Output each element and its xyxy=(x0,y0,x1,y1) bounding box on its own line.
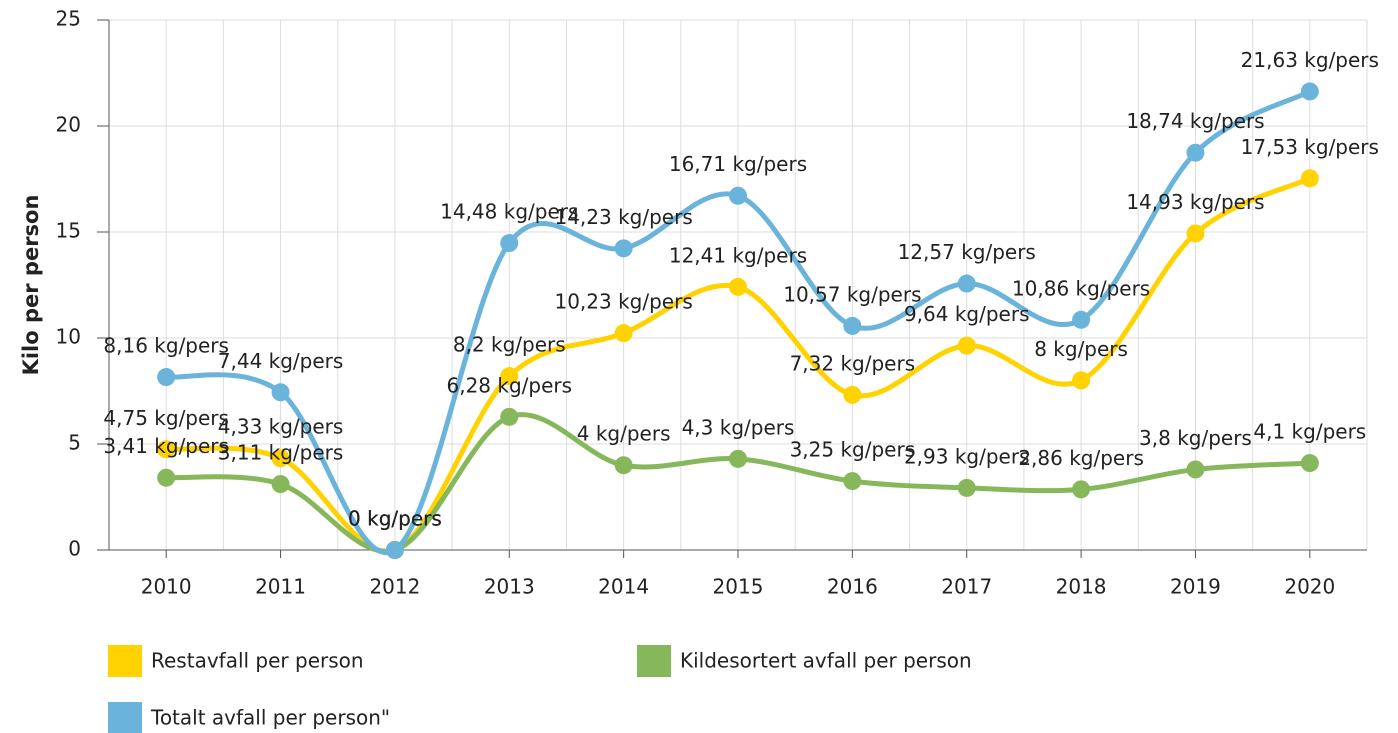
data-point xyxy=(1186,460,1205,479)
data-label: 6,28 kg/pers xyxy=(446,373,572,397)
data-point xyxy=(957,274,976,293)
data-point xyxy=(843,385,862,404)
series-line xyxy=(165,89,1311,556)
y-tick-label: 25 xyxy=(56,7,81,31)
data-point xyxy=(957,478,976,497)
x-tick-label: 2014 xyxy=(598,575,649,599)
data-point xyxy=(500,407,519,426)
data-label: 21,63 kg/pers xyxy=(1241,48,1379,72)
x-tick-label: 2019 xyxy=(1170,575,1221,599)
data-point xyxy=(1300,169,1319,188)
data-point xyxy=(729,277,747,296)
data-label: 16,71 kg/pers xyxy=(669,152,807,176)
data-point xyxy=(157,368,176,387)
x-tick-label: 2018 xyxy=(1056,575,1107,599)
x-tick-label: 2016 xyxy=(827,575,878,599)
x-tick-label: 2017 xyxy=(941,575,992,599)
data-point xyxy=(157,440,176,459)
data-point xyxy=(157,468,176,487)
legend-label: Totalt avfall per person" xyxy=(150,706,390,730)
points xyxy=(157,82,1319,559)
data-point xyxy=(729,186,747,205)
grid xyxy=(108,19,1368,551)
x-tick-label: 2013 xyxy=(484,575,535,599)
data-label: 4 kg/pers xyxy=(577,422,671,446)
data-point xyxy=(729,449,747,468)
data-label: 10,86 kg/pers xyxy=(1012,276,1150,300)
data-label: 3,8 kg/pers xyxy=(1139,426,1252,450)
data-label: 2,86 kg/pers xyxy=(1018,446,1144,470)
x-tick-label: 2011 xyxy=(255,575,306,599)
data-label: 10,23 kg/pers xyxy=(554,290,692,314)
data-label: 0 kg/pers xyxy=(348,507,442,531)
legend-label: Restavfall per person xyxy=(151,649,364,673)
data-point xyxy=(271,383,290,402)
data-point xyxy=(614,456,633,475)
data-label: 8,2 kg/pers xyxy=(453,333,566,357)
data-label: 8,16 kg/pers xyxy=(103,334,229,358)
data-label: 3,11 kg/pers xyxy=(218,441,344,465)
x-tick-label: 2012 xyxy=(369,575,420,599)
data-point xyxy=(1186,224,1205,243)
y-tick-label: 5 xyxy=(68,431,81,455)
data-point xyxy=(385,541,404,559)
data-label: 14,48 kg/pers xyxy=(440,200,578,224)
data-label: 3,41 kg/pers xyxy=(103,434,229,458)
legend-swatch xyxy=(108,702,142,733)
data-label: 3,25 kg/pers xyxy=(790,438,916,462)
y-tick-label: 20 xyxy=(56,113,81,137)
data-point xyxy=(614,239,633,258)
data-label: 4,3 kg/pers xyxy=(682,415,795,439)
data-label: 4,75 kg/pers xyxy=(103,406,229,430)
data-point xyxy=(843,472,862,491)
data-point xyxy=(957,336,976,355)
data-point xyxy=(1072,480,1091,499)
data-label: 0 kg/pers xyxy=(348,507,442,531)
data-label: 0 kg/pers xyxy=(348,507,442,531)
data-label: 14,93 kg/pers xyxy=(1126,190,1264,214)
data-point xyxy=(271,475,290,494)
data-label: 2,93 kg/pers xyxy=(904,444,1030,468)
legend-swatch xyxy=(637,645,671,677)
data-point xyxy=(1300,454,1319,473)
y-tick-label: 10 xyxy=(56,325,81,349)
data-point xyxy=(1072,371,1091,390)
data-label: 4,1 kg/pers xyxy=(1253,420,1366,444)
data-label: 7,44 kg/pers xyxy=(218,349,344,373)
legend-label: Kildesortert avfall per person xyxy=(680,649,972,673)
x-tick-label: 2020 xyxy=(1284,575,1335,599)
data-label: 18,74 kg/pers xyxy=(1126,109,1264,133)
data-label: 10,57 kg/pers xyxy=(783,282,921,306)
series-line xyxy=(166,412,1310,554)
legend-swatch xyxy=(108,645,142,677)
data-point xyxy=(1186,143,1205,162)
data-label: 14,23 kg/pers xyxy=(554,205,692,229)
y-tick-label: 0 xyxy=(68,537,81,561)
data-label: 7,32 kg/pers xyxy=(790,351,916,375)
data-point xyxy=(614,324,633,343)
data-label: 12,41 kg/pers xyxy=(669,243,807,267)
x-tick-label: 2010 xyxy=(141,575,192,599)
data-point xyxy=(1072,310,1091,329)
data-label: 9,64 kg/pers xyxy=(904,302,1030,326)
data-point xyxy=(271,449,290,468)
y-tick-label: 15 xyxy=(56,219,81,243)
data-label: 17,53 kg/pers xyxy=(1241,135,1379,159)
data-point xyxy=(1300,82,1319,101)
data-point xyxy=(843,316,862,335)
y-axis-title: Kilo per person xyxy=(19,195,43,376)
data-point xyxy=(500,367,519,386)
data-point xyxy=(500,234,519,253)
data-label: 12,57 kg/pers xyxy=(898,240,1036,264)
x-tick-label: 2015 xyxy=(713,575,764,599)
data-label: 8 kg/pers xyxy=(1034,337,1128,361)
data-label: 4,33 kg/pers xyxy=(218,415,344,439)
